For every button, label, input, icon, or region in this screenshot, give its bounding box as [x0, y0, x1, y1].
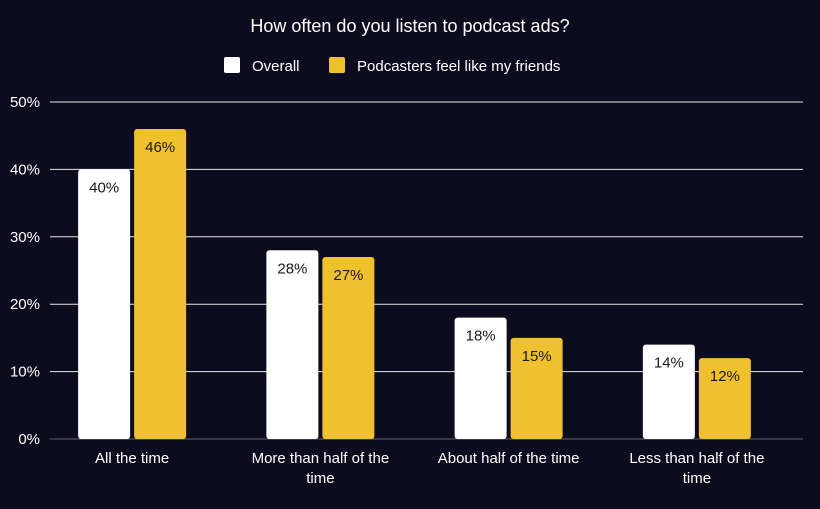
legend: Overall Podcasters feel like my friends — [224, 57, 560, 75]
y-tick-label: 30% — [10, 229, 40, 246]
legend-swatch-overall — [224, 57, 240, 73]
data-label: 27% — [333, 267, 363, 284]
data-label: 12% — [710, 368, 740, 385]
y-tick-label: 0% — [18, 431, 40, 448]
data-label: 40% — [89, 179, 119, 196]
x-tick-label: About half of the time — [438, 450, 580, 467]
data-label: 28% — [277, 260, 307, 277]
legend-label-overall: Overall — [252, 58, 300, 75]
chart-title: How often do you listen to podcast ads? — [250, 16, 569, 36]
y-tick-label: 20% — [10, 296, 40, 313]
x-tick-label: time — [306, 470, 334, 487]
y-tick-label: 10% — [10, 364, 40, 381]
x-tick-label: Less than half of the — [629, 450, 764, 467]
legend-swatch-podcasters — [329, 57, 345, 73]
data-label: 46% — [145, 139, 175, 156]
bar-overall-3 — [642, 344, 695, 439]
x-tick-label: All the time — [95, 450, 169, 467]
x-tick-label: More than half of the — [252, 450, 390, 467]
y-tick-label: 50% — [10, 94, 40, 111]
bar-overall-2 — [454, 317, 507, 439]
y-tick-label: 40% — [10, 161, 40, 178]
data-label: 15% — [522, 348, 552, 365]
data-labels: 40% 46% 28% 27% 18% 15% 14% 12% — [89, 139, 740, 385]
bar-overall-1 — [266, 250, 319, 439]
bar-podcasters-3 — [698, 358, 751, 439]
data-label: 14% — [654, 355, 684, 372]
y-axis-ticks: 0% 10% 20% 30% 40% 50% — [10, 94, 40, 448]
bar-podcasters-1 — [322, 257, 375, 439]
x-tick-label: time — [683, 470, 711, 487]
bar-podcasters-2 — [510, 337, 563, 439]
x-axis-ticks: All the time More than half of the time Abo… — [95, 450, 764, 487]
bar-overall-0 — [78, 169, 131, 439]
bars — [78, 128, 751, 439]
data-label: 18% — [466, 328, 496, 345]
bar-podcasters-0 — [134, 128, 187, 439]
legend-label-podcasters: Podcasters feel like my friends — [357, 58, 560, 75]
